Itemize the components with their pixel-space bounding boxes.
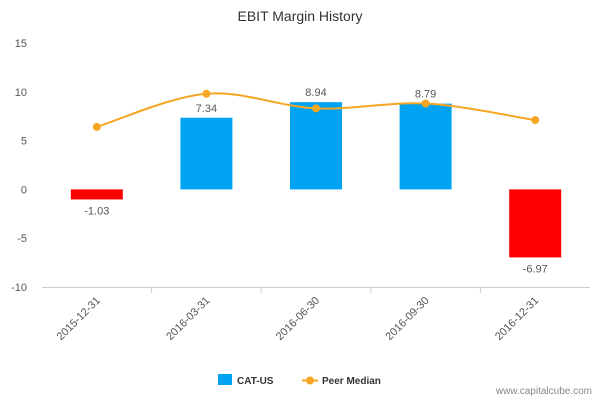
watermark: www.capitalcube.com — [495, 386, 592, 397]
data-label: -6.97 — [523, 263, 548, 275]
x-tick-label: 2016-06-30 — [274, 295, 322, 343]
peer-median-point — [92, 122, 101, 131]
line-series-peer-median — [92, 89, 540, 131]
peer-median-point — [312, 104, 320, 113]
data-label: 7.34 — [196, 103, 217, 115]
data-labels: -1.03 7.34 8.94 8.79 -6.97 — [84, 87, 547, 275]
y-tick-label: 5 — [21, 136, 27, 148]
bar — [180, 117, 233, 190]
peer-median-point — [202, 89, 211, 98]
legend: CAT-US Peer Median — [218, 374, 381, 387]
legend-swatch-peer-median-marker — [306, 376, 314, 385]
y-tick-label: -5 — [17, 233, 27, 245]
legend-label-peer-median: Peer Median — [322, 376, 381, 387]
bar — [70, 189, 123, 200]
x-tick-label: 2016-12-31 — [493, 295, 541, 343]
legend-label-cat-us: CAT-US — [237, 376, 274, 387]
data-label: -1.03 — [84, 205, 109, 217]
bar — [399, 103, 452, 190]
bar — [509, 189, 562, 258]
legend-swatch-cat-us — [218, 374, 232, 385]
bar-series-cat-us — [70, 102, 562, 258]
y-tick-label: 10 — [15, 87, 27, 99]
x-tick-label: 2016-03-31 — [164, 295, 212, 343]
data-label: 8.94 — [305, 87, 326, 99]
y-tick-label: 0 — [21, 184, 27, 196]
peer-median-point — [531, 116, 540, 125]
data-label: 8.79 — [415, 89, 436, 101]
chart-title: EBIT Margin History — [238, 8, 363, 24]
x-tick-label: 2016-09-30 — [383, 295, 431, 343]
bar — [290, 102, 342, 190]
peer-median-point — [421, 99, 430, 108]
y-tick-label: 15 — [15, 38, 27, 50]
x-tick-label: 2015-12-31 — [55, 295, 103, 343]
y-tick-label: -10 — [11, 282, 27, 294]
